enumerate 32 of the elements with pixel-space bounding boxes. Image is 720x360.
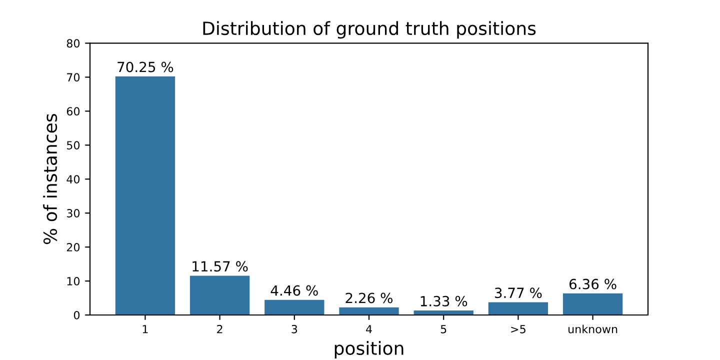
data-label: 70.25 % <box>118 62 174 72</box>
x-tick-label: 5 <box>440 325 446 334</box>
y-tick-label: 0 <box>74 310 80 320</box>
y-tick-label: 40 <box>66 175 80 184</box>
x-tick-label: 1 <box>142 325 148 334</box>
data-label: 6.36 % <box>570 278 616 290</box>
x-tick-label: 2 <box>217 324 222 334</box>
data-label: 2.26 % <box>346 292 392 304</box>
y-tick-label: 20 <box>66 243 80 252</box>
y-tick-label: 70 <box>67 73 80 82</box>
y-tick-label: 10 <box>67 277 80 286</box>
bar <box>562 293 623 315</box>
y-tick-label: 50 <box>66 141 80 150</box>
data-label: 4.46 % <box>270 285 318 296</box>
y-tick-label: 80 <box>66 39 80 48</box>
bar <box>339 307 399 315</box>
x-tick-label: 3 <box>292 324 298 334</box>
y-axis-title: % of instances <box>43 114 58 244</box>
x-tick-label: >5 <box>511 325 526 334</box>
y-tick-label: 60 <box>66 107 80 116</box>
bar <box>190 276 250 315</box>
bar <box>115 76 176 315</box>
y-tick-label: 30 <box>66 209 80 218</box>
x-tick-label: 4 <box>366 325 372 334</box>
chart-title: Distribution of ground truth positions <box>203 21 536 39</box>
bar <box>264 300 324 315</box>
data-label: 1.33 % <box>420 296 468 306</box>
data-label: 3.77 % <box>494 288 542 298</box>
bar <box>488 302 548 315</box>
x-axis-title: position <box>334 341 404 359</box>
data-label: 11.57 % <box>192 261 248 272</box>
x-tick-label: unknown <box>568 324 618 334</box>
